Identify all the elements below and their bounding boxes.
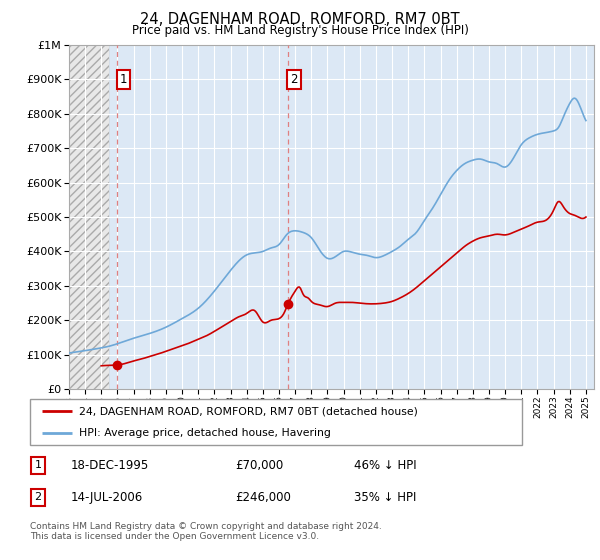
Text: 1: 1 — [119, 73, 127, 86]
Text: HPI: Average price, detached house, Havering: HPI: Average price, detached house, Have… — [79, 428, 331, 438]
FancyBboxPatch shape — [30, 399, 522, 445]
Text: £70,000: £70,000 — [235, 459, 283, 472]
Text: 1: 1 — [35, 460, 41, 470]
Text: 18-DEC-1995: 18-DEC-1995 — [71, 459, 149, 472]
Text: Price paid vs. HM Land Registry's House Price Index (HPI): Price paid vs. HM Land Registry's House … — [131, 24, 469, 36]
Text: 35% ↓ HPI: 35% ↓ HPI — [354, 491, 416, 504]
Text: Contains HM Land Registry data © Crown copyright and database right 2024.
This d: Contains HM Land Registry data © Crown c… — [30, 522, 382, 542]
Bar — [69, 45, 109, 389]
Text: 46% ↓ HPI: 46% ↓ HPI — [354, 459, 416, 472]
Text: 2: 2 — [290, 73, 298, 86]
Text: £246,000: £246,000 — [235, 491, 291, 504]
Text: 2: 2 — [35, 492, 41, 502]
Text: 14-JUL-2006: 14-JUL-2006 — [71, 491, 143, 504]
Text: 24, DAGENHAM ROAD, ROMFORD, RM7 0BT (detached house): 24, DAGENHAM ROAD, ROMFORD, RM7 0BT (det… — [79, 406, 418, 416]
Text: 24, DAGENHAM ROAD, ROMFORD, RM7 0BT: 24, DAGENHAM ROAD, ROMFORD, RM7 0BT — [140, 12, 460, 27]
